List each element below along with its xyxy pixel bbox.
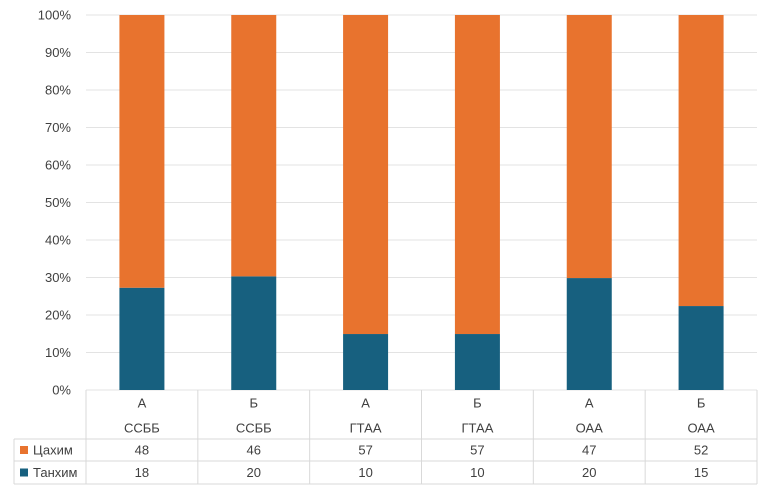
y-axis-ticks: 0% 10% 20% 30% 40% 50% 60% 70% 80% 90% 100% (38, 8, 72, 398)
x-group-label: ГТАА (461, 421, 493, 436)
data-table-value: 57 (470, 443, 484, 458)
y-tick-label: 100% (38, 8, 72, 23)
data-table-value: 20 (247, 465, 261, 480)
bar-segment-tsakhim (678, 15, 724, 307)
data-table-value: 10 (358, 465, 372, 480)
x-category-label: Б (249, 396, 258, 411)
x-group-label: ССББ (236, 421, 272, 436)
bar-segment-tankhim (454, 334, 500, 390)
bar-segment-tsakhim (231, 15, 277, 277)
y-tick-label: 80% (45, 83, 71, 98)
data-table-value: 46 (247, 443, 261, 458)
bar-segment-tankhim (119, 287, 165, 390)
y-tick-label: 40% (45, 233, 71, 248)
y-tick-label: 50% (45, 195, 71, 210)
data-table-value: 57 (358, 443, 372, 458)
bar-segment-tsakhim (454, 15, 500, 335)
bar-segment-tankhim (231, 276, 277, 390)
bar-segment-tsakhim (566, 15, 612, 279)
data-table-value: 48 (135, 443, 149, 458)
legend-series-label: Танхим (33, 465, 78, 480)
x-category-label: А (138, 396, 147, 411)
bar-segment-tankhim (678, 306, 724, 390)
y-tick-label: 30% (45, 270, 71, 285)
x-category-label: Б (473, 396, 482, 411)
data-table: А ССББ Б ССББ А ГТАА Б ГТАА А ОАА Б ОАА Цахим 48 46 57 5… (13, 390, 758, 485)
data-table-value: 47 (582, 443, 596, 458)
bar-segment-tsakhim (119, 15, 165, 288)
x-category-label: Б (697, 396, 706, 411)
bars (119, 15, 724, 390)
legend-series-label: Цахим (33, 443, 73, 458)
data-table-value: 52 (694, 443, 708, 458)
y-tick-label: 60% (45, 158, 71, 173)
x-group-label: ГТАА (350, 421, 382, 436)
x-category-label: А (585, 396, 594, 411)
y-tick-label: 90% (45, 45, 71, 60)
x-group-label: ОАА (687, 421, 714, 436)
legend-swatch (20, 446, 28, 454)
bar-segment-tankhim (566, 278, 612, 390)
bar-segment-tankhim (343, 334, 389, 390)
bar-segment-tsakhim (343, 15, 389, 335)
y-tick-label: 0% (52, 383, 71, 398)
data-table-value: 10 (470, 465, 484, 480)
gridlines (86, 14, 757, 391)
y-tick-label: 70% (45, 120, 71, 135)
x-group-label: ОАА (576, 421, 603, 436)
x-category-label: А (361, 396, 370, 411)
data-table-value: 15 (694, 465, 708, 480)
data-table-value: 20 (582, 465, 596, 480)
x-group-label: ССББ (124, 421, 160, 436)
legend-swatch (20, 468, 28, 477)
y-tick-label: 20% (45, 308, 71, 323)
data-table-value: 18 (135, 465, 149, 480)
y-tick-label: 10% (45, 345, 71, 360)
